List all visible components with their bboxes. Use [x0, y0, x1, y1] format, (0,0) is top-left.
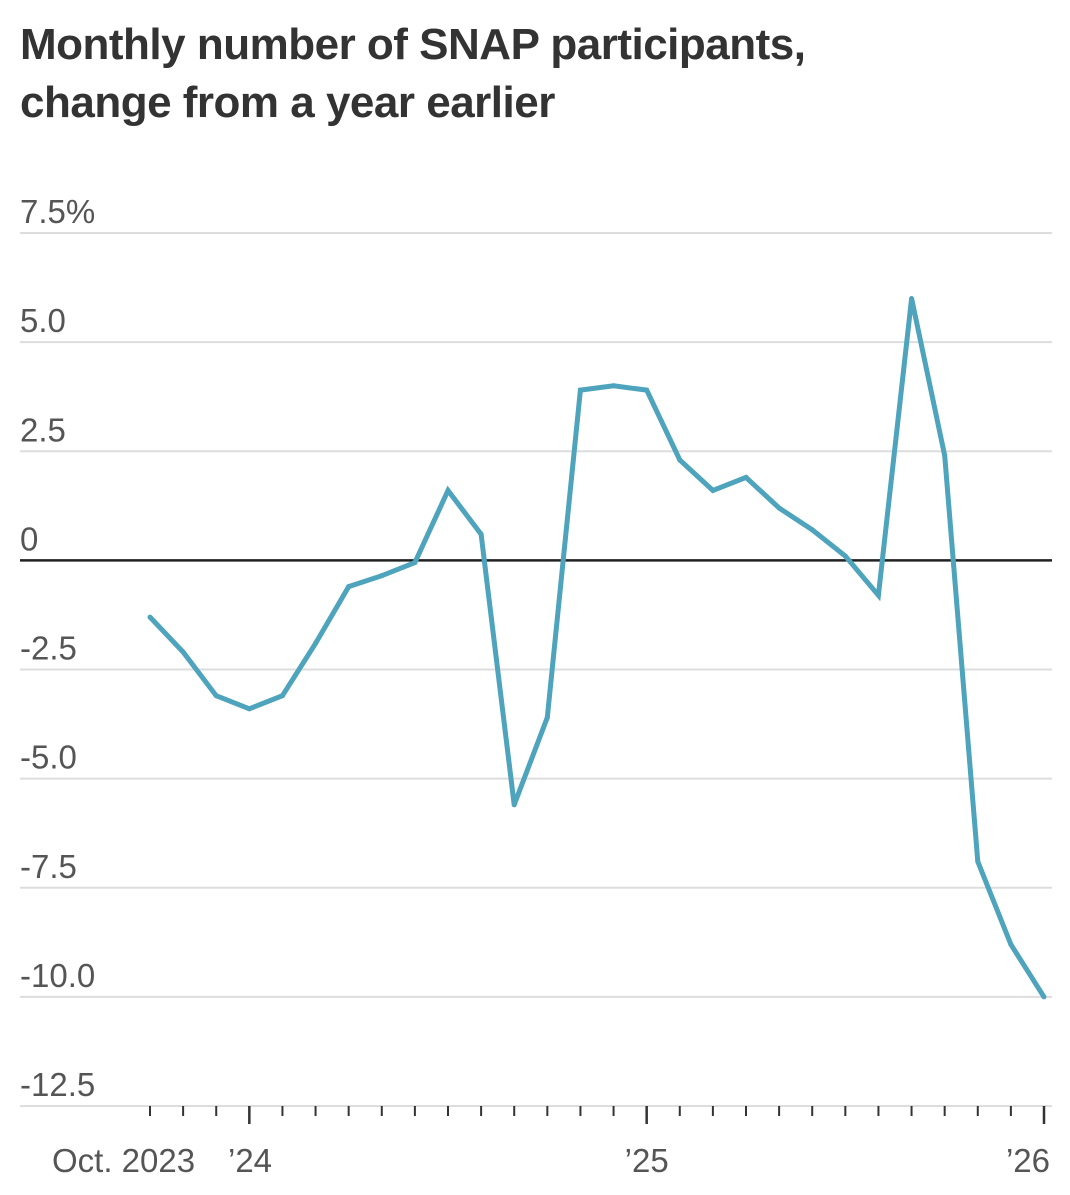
data-point	[842, 553, 848, 559]
y-tick-label: 2.5	[20, 411, 66, 448]
y-tick-label: -10.0	[20, 957, 95, 994]
data-point	[611, 383, 617, 389]
data-point	[379, 573, 385, 579]
data-point	[246, 706, 252, 712]
data-point	[677, 457, 683, 463]
x-tick-label: ’24	[228, 1142, 272, 1179]
y-tick-label: -7.5	[20, 848, 77, 885]
gridlines	[20, 232, 1052, 998]
y-tick-label: -2.5	[20, 630, 77, 667]
x-tick-label: Oct. 2023	[52, 1142, 195, 1179]
series-layer	[147, 295, 1047, 1000]
data-point	[445, 488, 451, 494]
data-point	[279, 693, 285, 699]
data-point	[313, 640, 319, 646]
data-point	[809, 527, 815, 533]
y-tick-label: 5.0	[20, 302, 66, 339]
data-point	[1008, 941, 1014, 947]
y-tick-label: -5.0	[20, 739, 77, 776]
x-tick-label: ’26	[1006, 1142, 1050, 1179]
data-point	[412, 560, 418, 566]
data-point	[511, 802, 517, 808]
chart-title-line-2: change from a year earlier	[20, 78, 555, 127]
data-point	[743, 474, 749, 480]
data-point	[875, 592, 881, 598]
x-tick-label: ’25	[625, 1142, 669, 1179]
chart-title-line-1: Monthly number of SNAP participants,	[20, 20, 806, 69]
data-point	[147, 614, 153, 620]
data-point	[644, 387, 650, 393]
y-tick-label: -12.5	[20, 1066, 95, 1103]
data-point	[942, 453, 948, 459]
data-point	[710, 488, 716, 494]
chart-title: Monthly number of SNAP participants, cha…	[20, 16, 806, 132]
x-axis: Oct. 2023 ’24 ’25 ’26	[20, 1105, 1052, 1179]
y-tick-label: 0	[20, 520, 38, 557]
data-point	[909, 295, 915, 301]
y-tick-label: 7.5%	[20, 193, 95, 230]
series-line	[148, 297, 1047, 999]
data-point	[776, 505, 782, 511]
data-point	[346, 584, 352, 590]
y-axis-labels: 7.5% 5.0 2.5 0 -2.5 -5.0 -7.5 -10.0 -12.5	[20, 193, 95, 1103]
data-point	[577, 387, 583, 393]
data-point	[478, 531, 484, 537]
data-point	[975, 859, 981, 865]
data-point	[544, 715, 550, 721]
data-point	[213, 693, 219, 699]
data-point	[1041, 994, 1047, 1000]
data-point	[180, 649, 186, 655]
